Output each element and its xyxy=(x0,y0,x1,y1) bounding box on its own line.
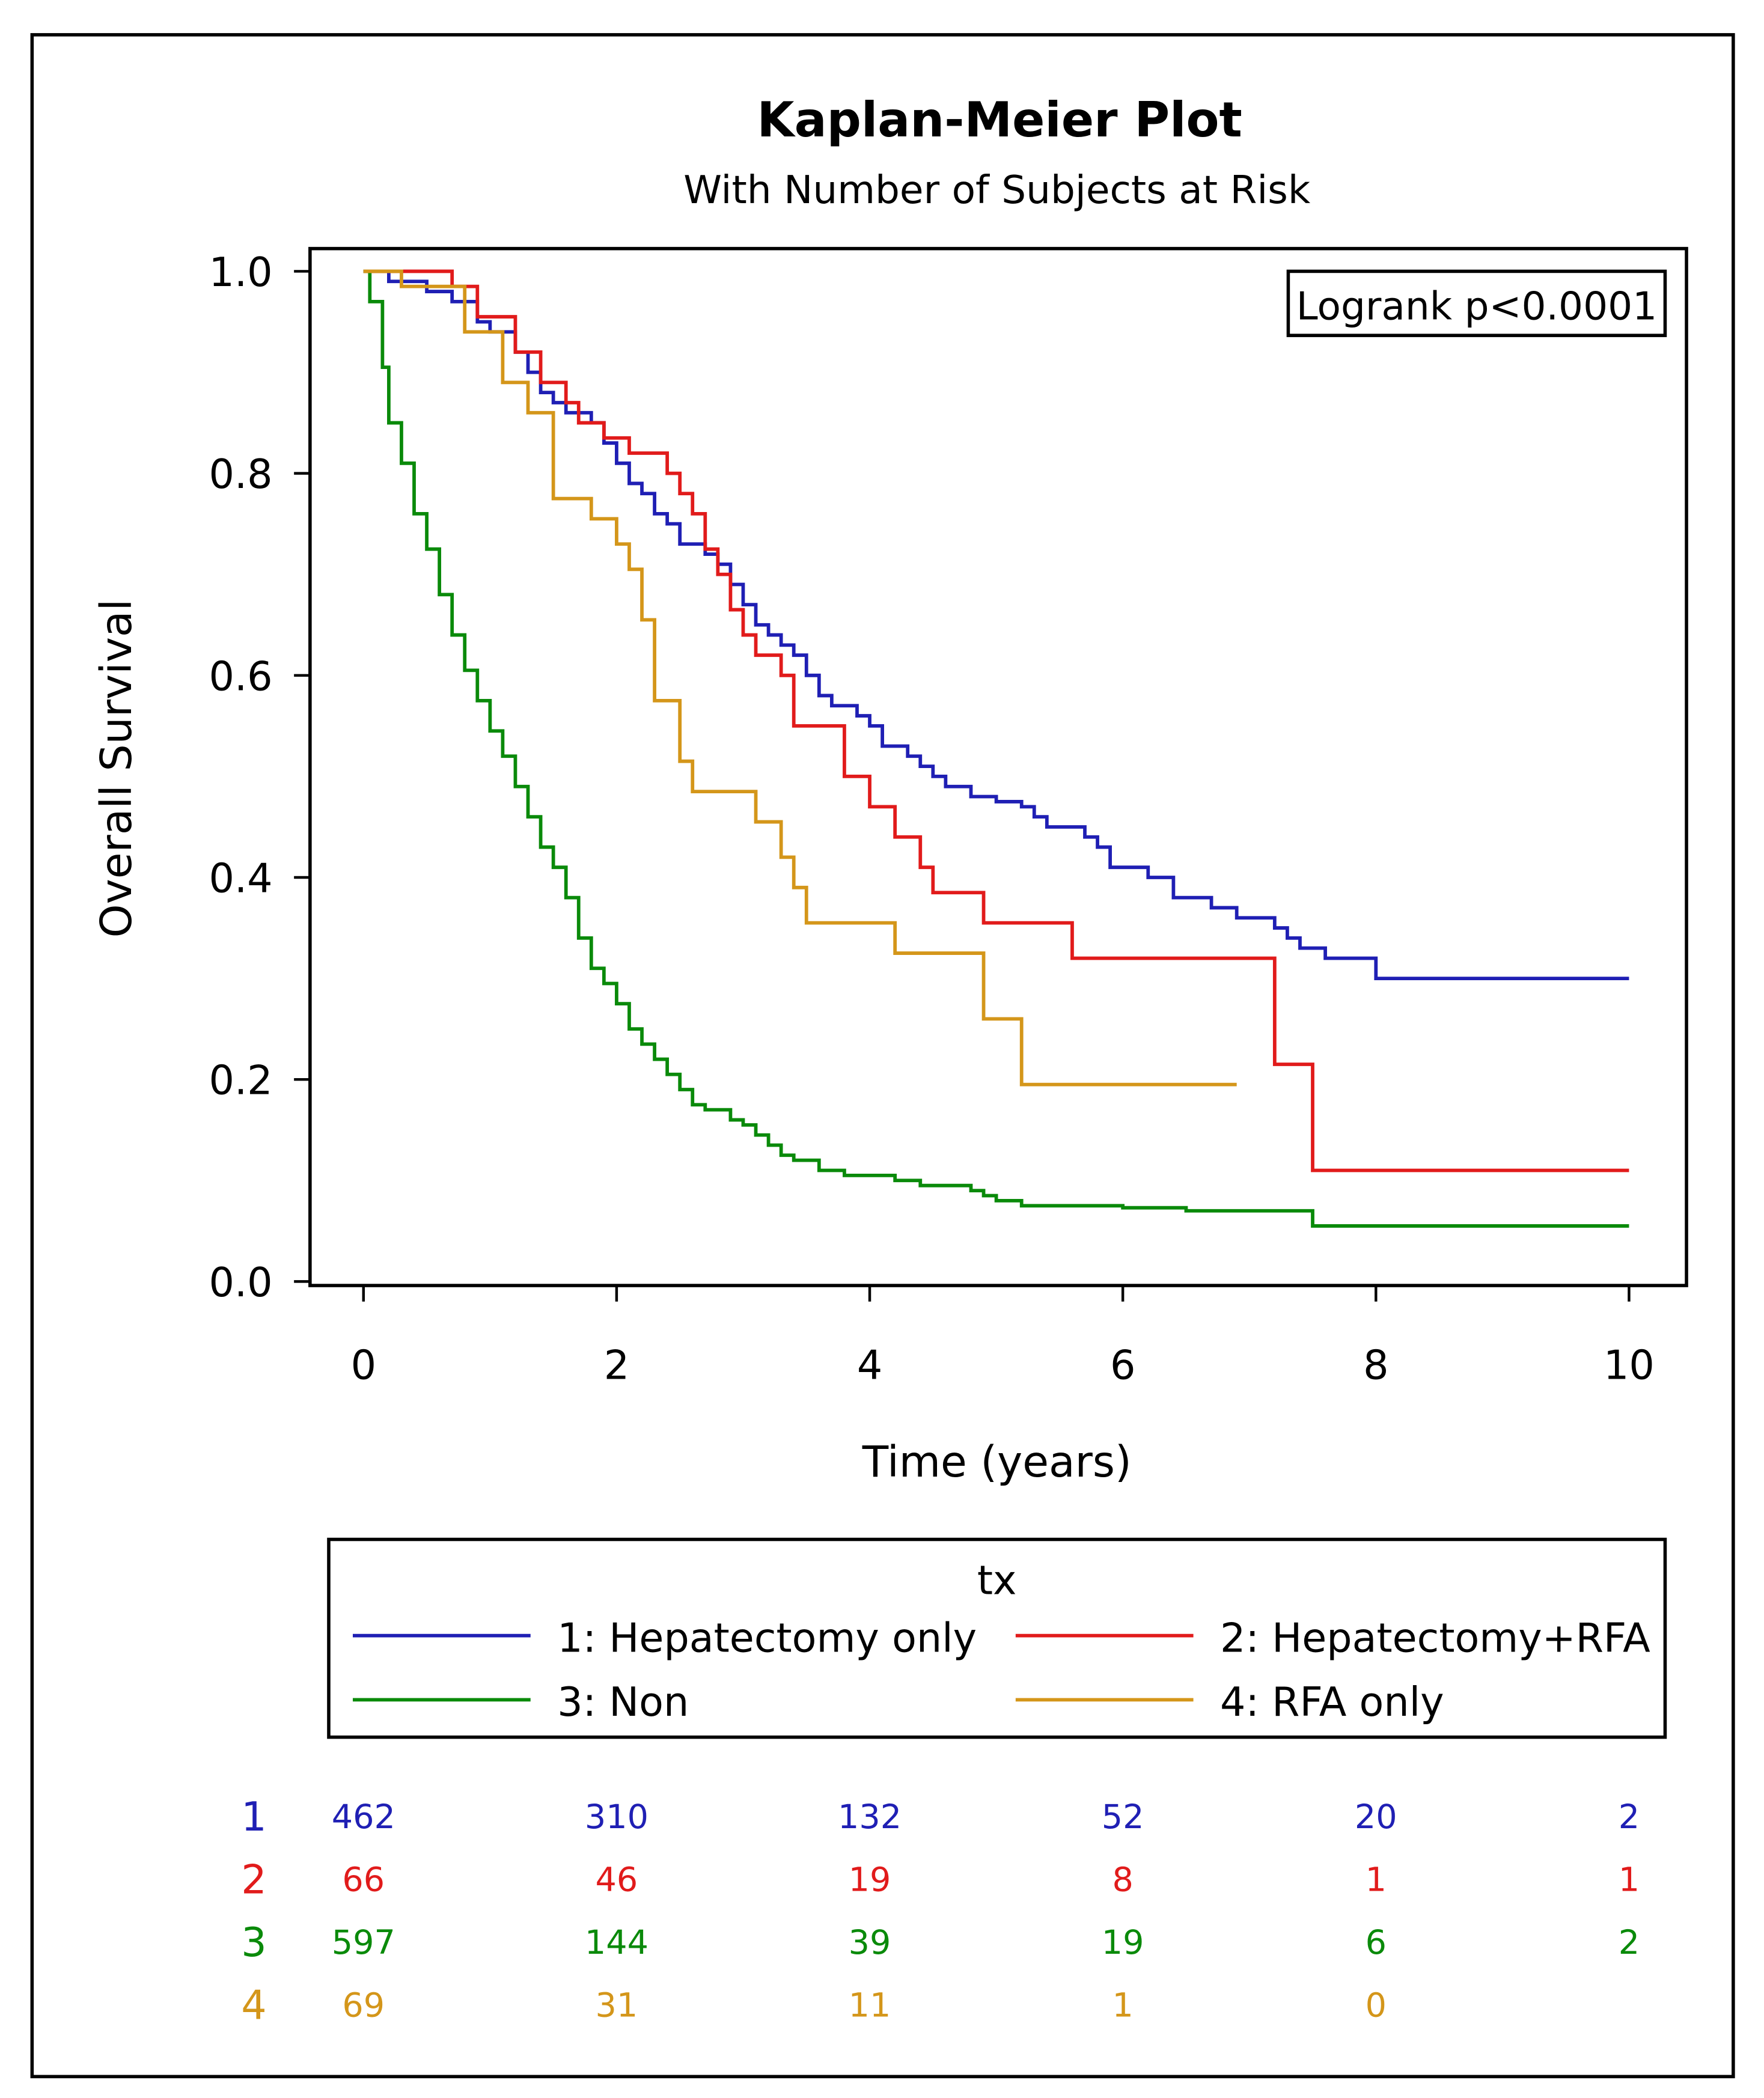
plot-area xyxy=(308,246,1688,1287)
at-risk-count: 462 xyxy=(332,1798,395,1837)
at-risk-count: 132 xyxy=(838,1798,902,1837)
at-risk-count: 52 xyxy=(1102,1798,1144,1837)
at-risk-group-label: 2 xyxy=(241,1856,266,1903)
at-risk-count: 39 xyxy=(849,1923,891,1962)
y-axis-label: Overall Survival xyxy=(91,599,141,938)
x-tick-label: 6 xyxy=(1110,1342,1135,1389)
at-risk-count: 46 xyxy=(596,1860,638,1899)
x-tick-label: 4 xyxy=(857,1342,882,1389)
logrank-annotation: Logrank p<0.0001 xyxy=(1296,284,1657,329)
at-risk-count: 69 xyxy=(342,1986,385,2025)
at-risk-group-label: 3 xyxy=(241,1919,266,1966)
y-tick-label: 0.2 xyxy=(209,1057,273,1104)
legend-entry-1: 1: Hepatectomy only xyxy=(557,1614,977,1661)
at-risk-count: 1 xyxy=(1112,1986,1133,2025)
legend-title: tx xyxy=(977,1557,1017,1604)
x-tick-label: 0 xyxy=(351,1342,376,1389)
outer-frame xyxy=(30,33,1735,2079)
at-risk-count: 144 xyxy=(585,1923,649,1962)
at-risk-count: 597 xyxy=(332,1923,395,1962)
at-risk-count: 19 xyxy=(849,1860,891,1899)
legend-box xyxy=(327,1537,1667,1739)
at-risk-count: 19 xyxy=(1102,1923,1144,1962)
survival-curve-2 xyxy=(363,269,1629,1173)
at-risk-count: 1 xyxy=(1619,1860,1640,1899)
at-risk-group-label: 1 xyxy=(241,1793,266,1840)
chart-title: Kaplan-Meier Plot xyxy=(757,92,1242,148)
survival-curve-3 xyxy=(363,269,1629,1228)
at-risk-count: 1 xyxy=(1366,1860,1387,1899)
logrank-annotation-box xyxy=(1286,269,1667,337)
at-risk-count: 31 xyxy=(596,1986,638,2025)
y-tick-label: 0.0 xyxy=(209,1259,273,1306)
at-risk-count: 2 xyxy=(1619,1923,1640,1962)
y-tick-label: 1.0 xyxy=(209,249,273,296)
at-risk-count: 8 xyxy=(1112,1860,1133,1899)
legend-entry-2: 2: Hepatectomy+RFA xyxy=(1220,1614,1650,1661)
survival-curve-1 xyxy=(363,269,1629,980)
at-risk-group-label: 4 xyxy=(241,1982,266,2029)
at-risk-count: 66 xyxy=(342,1860,385,1899)
survival-curve-4 xyxy=(363,269,1237,1087)
y-tick-label: 0.8 xyxy=(209,451,273,498)
legend-entry-3: 3: Non xyxy=(557,1679,689,1725)
at-risk-count: 11 xyxy=(849,1986,891,2025)
legend-entry-4: 4: RFA only xyxy=(1220,1679,1444,1725)
chart-subtitle: With Number of Subjects at Risk xyxy=(683,168,1311,213)
x-tick-label: 2 xyxy=(604,1342,629,1389)
at-risk-count: 6 xyxy=(1366,1923,1387,1962)
x-tick-label: 10 xyxy=(1604,1342,1655,1389)
at-risk-count: 0 xyxy=(1366,1986,1387,2025)
at-risk-count: 20 xyxy=(1355,1798,1397,1837)
x-axis-label: Time (years) xyxy=(862,1437,1132,1487)
at-risk-count: 310 xyxy=(585,1798,649,1837)
x-tick-label: 8 xyxy=(1363,1342,1388,1389)
y-tick-label: 0.6 xyxy=(209,653,273,700)
at-risk-count: 2 xyxy=(1619,1798,1640,1837)
y-tick-label: 0.4 xyxy=(209,855,273,901)
